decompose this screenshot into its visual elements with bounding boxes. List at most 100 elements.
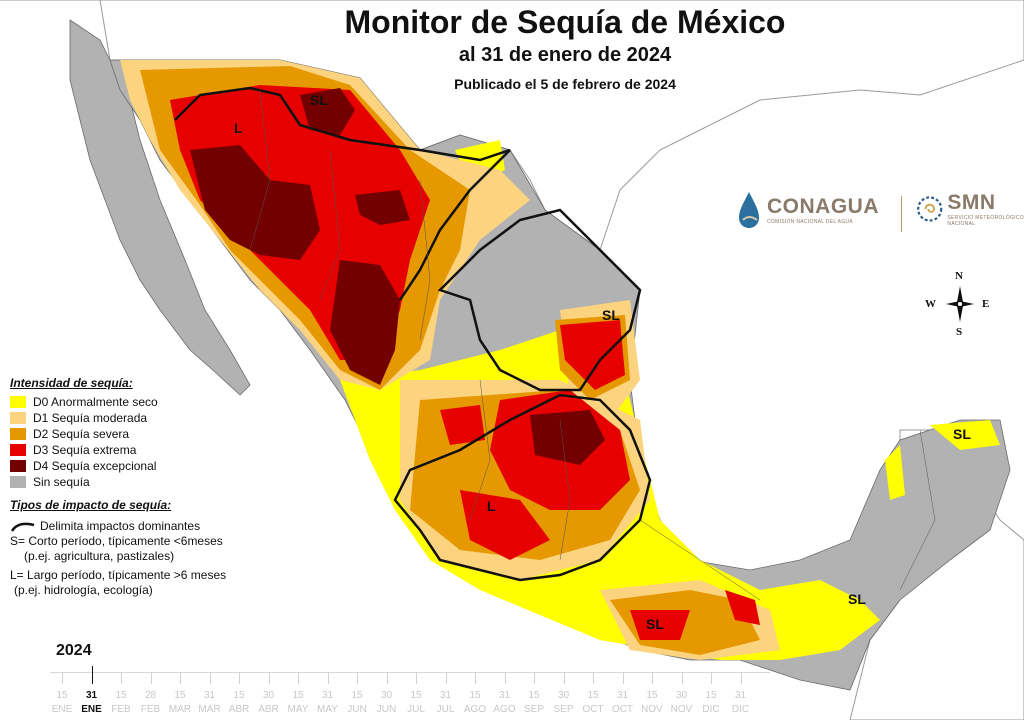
timeline-month[interactable]: MAR [198,704,221,715]
timeline-day[interactable]: 15 [115,690,127,701]
legend-item: D3 Sequía extrema [10,442,250,458]
timeline-month[interactable]: FEB [111,704,131,715]
page-title: Monitor de Sequía de México [344,4,786,40]
legend-heading: Intensidad de sequía: [10,376,133,390]
timeline-tick [681,672,683,684]
timeline-day[interactable]: 28 [144,690,157,701]
timeline-tick [298,672,299,684]
timeline-month[interactable]: ABR [258,704,279,715]
timeline-tick [740,672,742,684]
timeline-day[interactable]: 15 [528,690,540,701]
timeline-tick [150,672,152,684]
timeline-month[interactable]: OCT [611,704,634,715]
timeline-day[interactable]: 15 [174,690,186,701]
timeline-day[interactable]: 31 [616,690,629,701]
timeline-day[interactable]: 15 [351,690,363,701]
timeline-day[interactable]: 15 [56,690,68,701]
legend-label: Sin sequía [33,475,90,489]
timeline-month[interactable]: MAY [287,704,309,715]
timeline-day[interactable]: 15 [233,690,245,701]
page-subtitle: al 31 de enero de 2024 [458,44,672,66]
impact-short-label: S= Corto período, típicamente <6meses [10,534,223,548]
timeline-day[interactable]: 31 [439,690,452,701]
timeline-month[interactable]: AGO [463,704,487,715]
legend-label: D1 Sequía moderada [33,411,148,425]
timeline-month[interactable]: JUL [407,704,425,715]
timeline-tick [504,672,506,684]
compass-north: N [955,270,963,282]
map-label: SL [646,616,664,632]
legend-swatch [10,412,26,424]
timeline-day[interactable]: 15 [705,690,717,701]
logo-divider [901,196,902,232]
timeline-tick [357,672,358,684]
timeline-month[interactable]: OCT [582,704,604,715]
smn-logo: SMN SERVICIO METEOROLÓGICO NACIONAL [916,190,1024,228]
timeline-month[interactable]: ABR [228,704,250,715]
timeline-axis [50,672,770,673]
state-borders [249,89,936,601]
timeline-day[interactable]: 15 [646,690,658,701]
timeline-day[interactable]: 30 [262,690,275,701]
legend-label: D0 Anormalmente seco [33,395,158,409]
timeline-month[interactable]: DIC [731,704,750,715]
spiral-icon [917,196,943,222]
timeline-month[interactable]: NOV [670,704,693,715]
boundary-line-icon [10,522,35,532]
timeline-month[interactable]: JUN [347,704,367,715]
timeline-month[interactable]: JUN [376,704,397,715]
legend-item: Sin sequía [10,474,250,490]
timeline-day[interactable]: 31 [498,690,511,701]
impact-boundaries [174,86,652,582]
timeline-tick [121,672,122,684]
published-date: Publicado el 5 de febrero de 2024 [454,76,676,92]
timeline-tick [652,672,653,684]
timeline-tick [209,672,211,684]
legend-item: D0 Anormalmente seco [10,394,250,410]
timeline-day[interactable]: 31 [734,690,747,701]
timeline-day[interactable]: 30 [675,690,688,701]
legend-swatch [10,428,26,440]
timeline-tick [534,672,535,684]
timeline-year: 2024 [56,642,92,659]
timeline-month[interactable]: MAR [168,704,192,715]
timeline-month[interactable]: NOV [641,704,663,715]
impact-long-example: (p.ej. hidrología, ecología) [14,583,153,597]
timeline-tick [386,672,388,684]
timeline-month[interactable]: JUL [436,704,455,715]
timeline-month[interactable]: ENE [81,704,102,715]
timeline-tick [416,672,417,684]
timeline-month[interactable]: SEP [553,704,574,715]
impact-line-label: Delimita impactos dominantes [40,519,201,533]
legend-label: D3 Sequía extrema [33,443,137,457]
timeline-day[interactable]: 31 [321,690,334,701]
timeline-day[interactable]: 31 [85,690,98,701]
timeline-tick [475,672,476,684]
timeline-month[interactable]: DIC [702,704,720,715]
timeline-day[interactable]: 15 [587,690,599,701]
legend-label: D4 Sequía excepcional [33,459,157,473]
timeline-tick [563,672,565,684]
timeline-month[interactable]: FEB [140,704,161,715]
timeline-tick [622,672,624,684]
timeline-day[interactable]: 15 [469,690,481,701]
timeline-day[interactable]: 15 [292,690,304,701]
timeline-month[interactable]: SEP [523,704,544,715]
timeline-day[interactable]: 30 [557,690,570,701]
legend-swatch [10,444,26,456]
timeline: 2024 15 ENE 31 ENE 15 FEB 28 FEB 15 MAR 31 MAR 15 ABR… [40,642,800,720]
impact-short-example: (p.ej. agricultura, pastizales) [24,549,175,563]
legend-item: D1 Sequía moderada [10,410,250,426]
timeline-day[interactable]: 30 [380,690,393,701]
map-label: SL [310,92,328,108]
conagua-logo: CONAGUA COMISIÓN NACIONAL DEL AGUA [735,190,879,230]
map-label: SL [953,426,971,442]
timeline-month[interactable]: MAY [317,704,338,715]
timeline-month[interactable]: AGO [493,704,516,715]
timeline-month[interactable]: ENE [51,704,73,715]
timeline-day[interactable]: 31 [203,690,216,701]
compass-rose-icon [946,286,974,322]
map-label: L [487,498,496,514]
timeline-day[interactable]: 15 [410,690,422,701]
legend-label: D2 Sequía severa [33,427,130,441]
